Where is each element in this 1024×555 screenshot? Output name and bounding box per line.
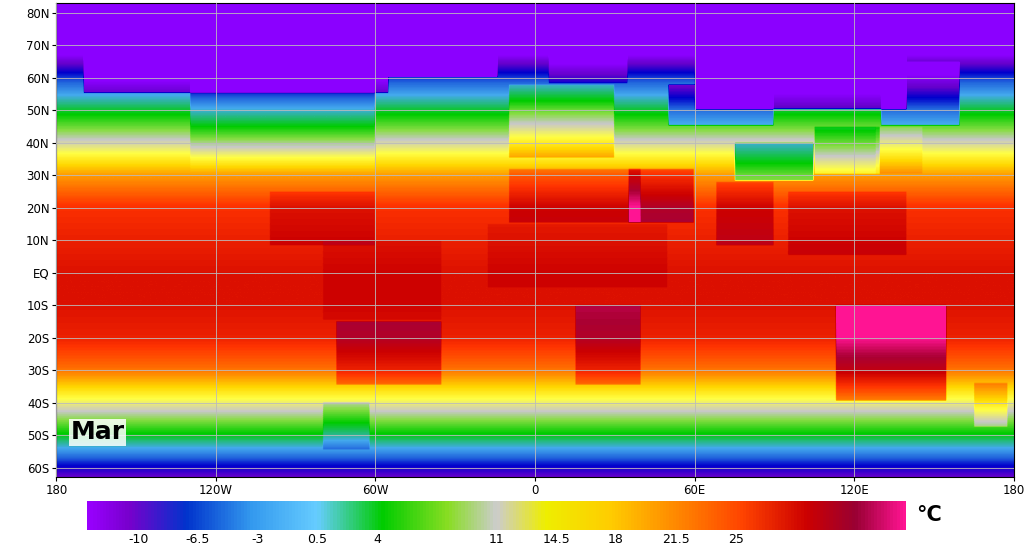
- Text: °C: °C: [916, 505, 942, 525]
- Text: Mar: Mar: [71, 420, 125, 444]
